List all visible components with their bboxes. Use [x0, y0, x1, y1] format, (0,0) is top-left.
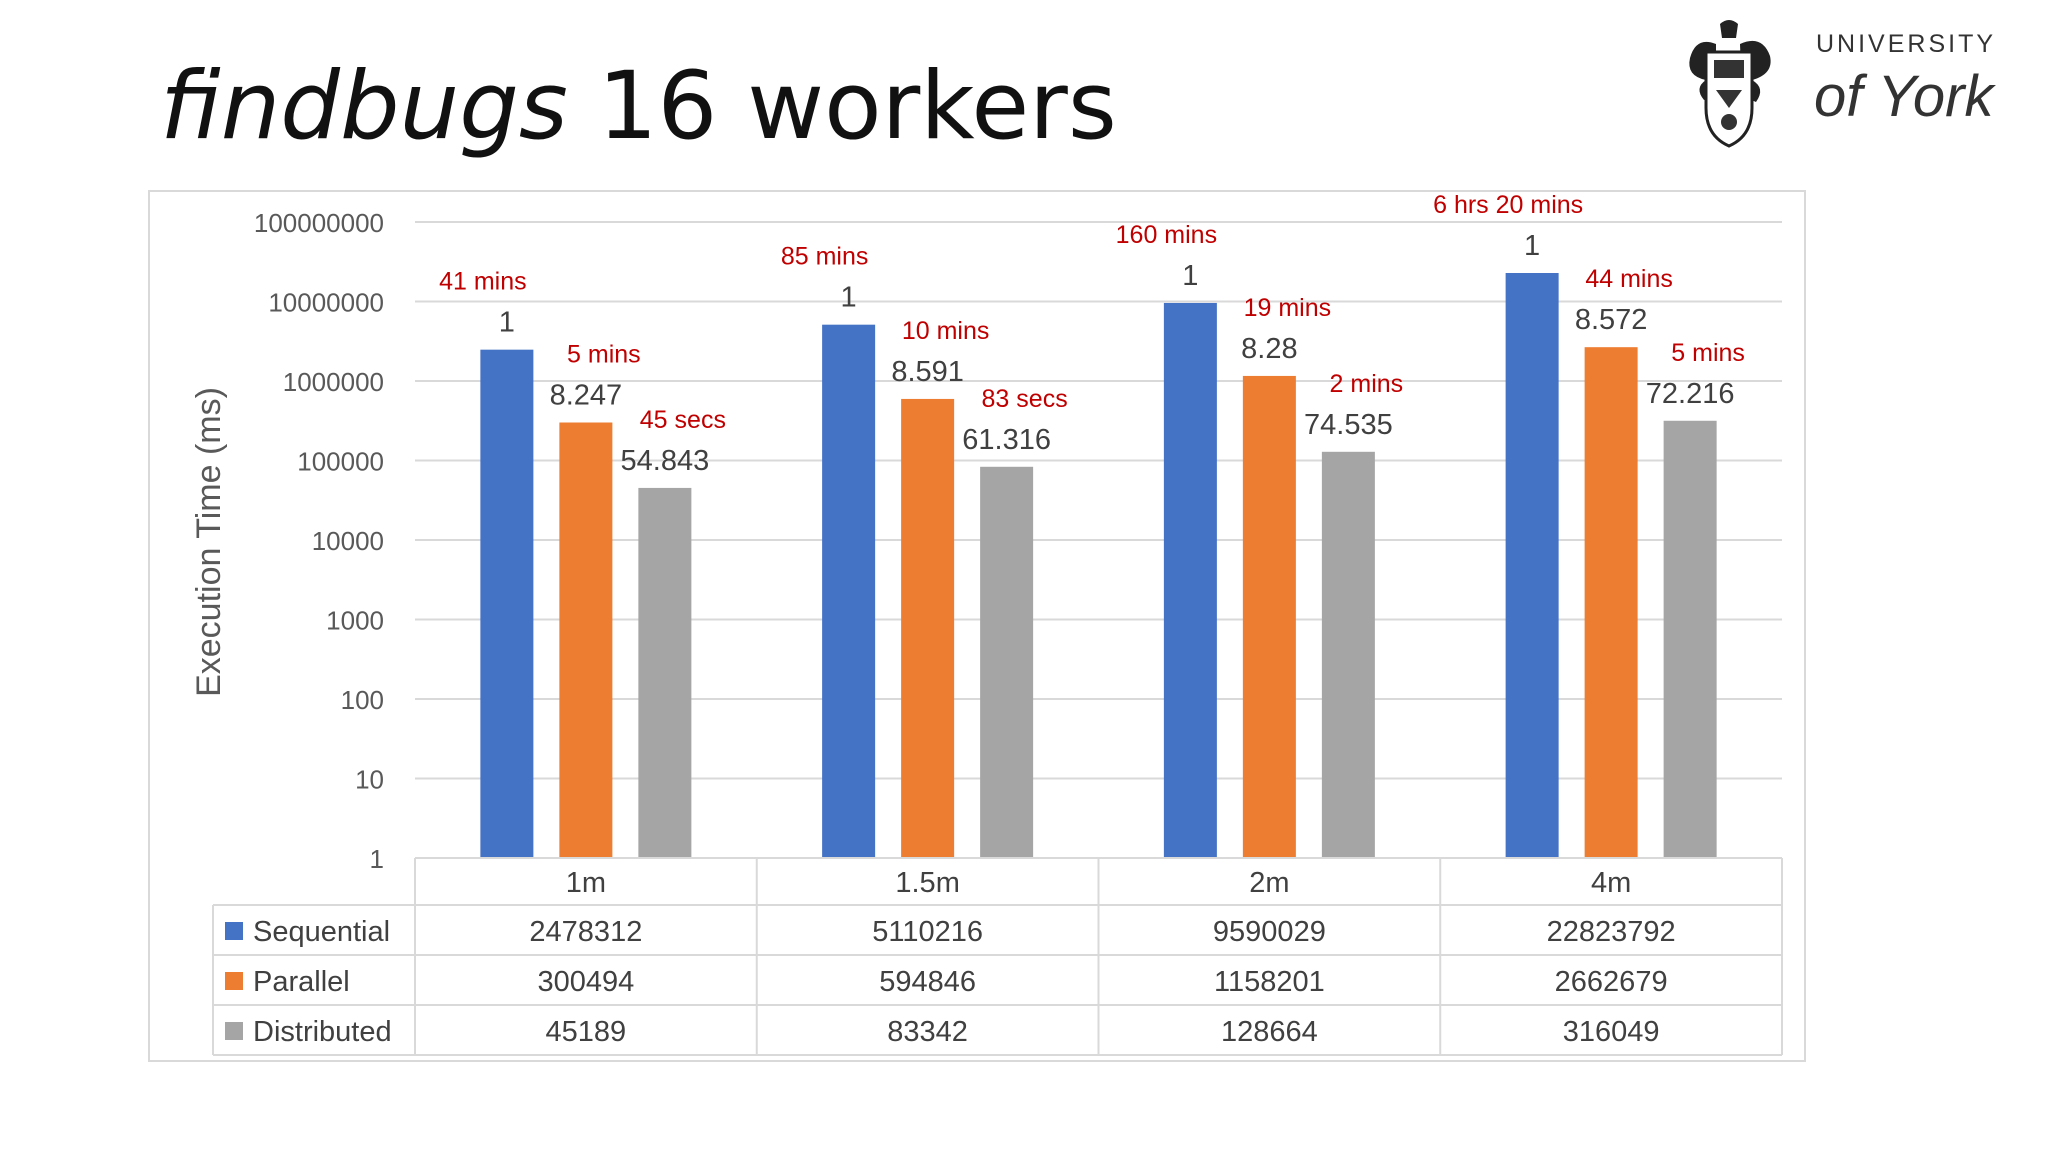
title-italic: findbugs: [160, 52, 568, 161]
y-axis-label: Execution Time (ms): [190, 387, 228, 697]
legend-label: Parallel: [253, 966, 350, 998]
legend-label: Distributed: [253, 1016, 392, 1048]
speedup-label: 74.535: [1304, 409, 1393, 441]
y-tick-label: 1000: [326, 606, 384, 636]
table-cell: 1158201: [1214, 966, 1325, 998]
category-label: 1m: [566, 867, 606, 899]
category-label: 1.5m: [895, 867, 959, 899]
chart-frame: 1 10 100 1000 10000 100000 1000000 10000000 1000…: [148, 190, 1806, 1062]
bar-sequential-1: [822, 324, 876, 858]
speedup-label: 61.316: [962, 424, 1051, 456]
table-cell: 2662679: [1555, 966, 1668, 998]
table-cell: 594846: [879, 966, 976, 998]
y-tick-label: 100: [341, 685, 384, 715]
time-annotation: 45 secs: [640, 406, 726, 434]
speedup-label: 1: [1524, 230, 1540, 262]
table-cell: 128664: [1221, 1016, 1318, 1048]
table-cell: 5110216: [872, 916, 983, 948]
time-annotation: 160 mins: [1116, 221, 1217, 249]
time-annotation: 83 secs: [982, 385, 1068, 413]
crest-icon: [1689, 20, 1771, 148]
table-cell: 83342: [887, 1016, 968, 1048]
speedup-label: 8.572: [1575, 304, 1648, 336]
speedup-label: 54.843: [621, 445, 710, 477]
y-tick-label: 10: [355, 765, 384, 795]
speedup-label: 1: [841, 282, 857, 314]
y-tick-label: 100000: [297, 447, 384, 477]
table-cell: 316049: [1563, 1016, 1660, 1048]
table-cell: 22823792: [1547, 916, 1676, 948]
bar-parallel-3: [1584, 347, 1638, 858]
category-label: 2m: [1249, 867, 1289, 899]
time-annotation: 2 mins: [1330, 370, 1404, 398]
speedup-label: 72.216: [1646, 378, 1735, 410]
time-annotation: 85 mins: [781, 243, 869, 271]
table-cell: 300494: [537, 966, 634, 998]
time-annotation: 10 mins: [902, 317, 990, 345]
time-annotation: 44 mins: [1585, 265, 1673, 293]
bar-distributed-1: [980, 466, 1034, 858]
title-rest: 16 workers: [567, 52, 1117, 161]
slide-title: findbugs 16 workers: [160, 52, 1117, 161]
y-tick-label: 10000: [312, 526, 384, 556]
bar-distributed-0: [638, 487, 692, 858]
logo-text-of-york: of York: [1814, 64, 1996, 129]
speedup-label: 1: [1182, 260, 1198, 292]
bar-parallel-1: [901, 398, 955, 858]
bar-sequential-2: [1163, 302, 1217, 858]
legend-swatch-sequential: [225, 922, 243, 940]
y-tick-label: 1: [370, 844, 384, 874]
y-tick-label: 100000000: [254, 208, 384, 238]
legend-swatch-distributed: [225, 1022, 243, 1040]
table-cell: 9590029: [1213, 916, 1326, 948]
speedup-label: 8.591: [891, 356, 964, 388]
logo-text-university: UNIVERSITY: [1816, 30, 1996, 58]
legend-swatch-parallel: [225, 972, 243, 990]
time-annotation: 19 mins: [1244, 294, 1332, 322]
bar-distributed-3: [1663, 420, 1717, 858]
time-annotation: 5 mins: [1671, 339, 1745, 367]
time-annotation: 41 mins: [439, 268, 527, 296]
y-tick-label: 1000000: [283, 367, 384, 397]
bar-sequential-3: [1505, 273, 1559, 858]
speedup-label: 1: [499, 307, 515, 339]
bar-distributed-2: [1321, 451, 1375, 858]
bar-sequential-0: [480, 349, 534, 858]
speedup-label: 8.247: [550, 380, 623, 412]
bar-parallel-2: [1242, 375, 1296, 858]
bar-chart: 1 10 100 1000 10000 100000 1000000 10000000 1000…: [190, 192, 1783, 1056]
category-label: 4m: [1591, 867, 1631, 899]
university-of-york-logo: UNIVERSITY of York: [1689, 20, 1996, 148]
table-cell: 2478312: [529, 916, 642, 948]
speedup-label: 8.28: [1241, 333, 1297, 365]
legend-label: Sequential: [253, 916, 390, 948]
table-cell: 45189: [546, 1016, 627, 1048]
y-tick-label: 10000000: [268, 288, 384, 318]
time-annotation: 5 mins: [567, 341, 641, 369]
bar-parallel-0: [559, 422, 613, 858]
time-annotation: 6 hrs 20 mins: [1433, 192, 1583, 219]
